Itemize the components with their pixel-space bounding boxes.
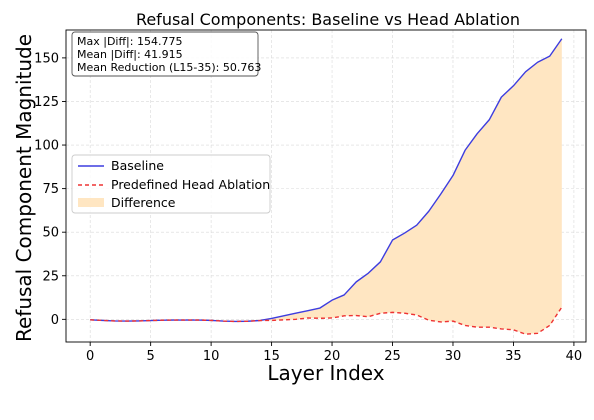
stats-box: Max |Diff|: 154.775 Mean |Diff|: 41.915 … — [71, 31, 261, 77]
legend-frame — [71, 154, 271, 214]
y-tick-label: 150 — [34, 51, 59, 66]
series-layer — [90, 38, 563, 335]
tick-layer: 0 5 10 15 20 25 30 35 40 0 25 50 75 100 125 150 — [34, 51, 582, 364]
stats-line-max-diff: Max |Diff|: 154.775 — [77, 35, 182, 48]
legend-swatch-difference — [78, 198, 104, 207]
stats-box-frame — [71, 31, 259, 77]
x-tick-label: 30 — [445, 349, 462, 364]
y-tick-label: 75 — [42, 182, 59, 197]
chart-title: Refusal Components: Baseline vs Head Abl… — [136, 10, 520, 29]
plot-frame — [65, 29, 587, 343]
fill-layer — [90, 38, 562, 335]
x-tick-label: 0 — [86, 349, 94, 364]
series-line-ablation — [90, 306, 563, 335]
x-axis-label: Layer Index — [267, 361, 384, 385]
y-tick-label: 100 — [34, 139, 59, 154]
stats-line-mean-diff: Mean |Diff|: 41.915 — [77, 48, 183, 61]
x-tick-label: 25 — [384, 349, 401, 364]
x-tick-label: 20 — [324, 349, 341, 364]
x-tick-label: 40 — [566, 349, 583, 364]
difference-area — [90, 38, 562, 335]
y-tick-label: 50 — [42, 226, 59, 241]
legend-label-difference: Difference — [111, 195, 176, 210]
x-tick-label: 5 — [147, 349, 155, 364]
x-tick-label: 35 — [505, 349, 522, 364]
y-tick-label: 25 — [42, 269, 59, 284]
x-tick-label: 15 — [263, 349, 280, 364]
stats-line-mean-reduction: Mean Reduction (L15-35): 50.763 — [77, 61, 261, 74]
x-tick-label: 10 — [203, 349, 220, 364]
legend-label-ablation: Predefined Head Ablation — [111, 177, 270, 192]
legend: Baseline Predefined Head Ablation Differ… — [71, 154, 271, 214]
y-axis-label: Refusal Component Magnitude — [12, 34, 36, 342]
y-tick-label: 0 — [51, 313, 59, 328]
legend-label-baseline: Baseline — [111, 158, 164, 173]
y-tick-label: 125 — [34, 95, 59, 110]
